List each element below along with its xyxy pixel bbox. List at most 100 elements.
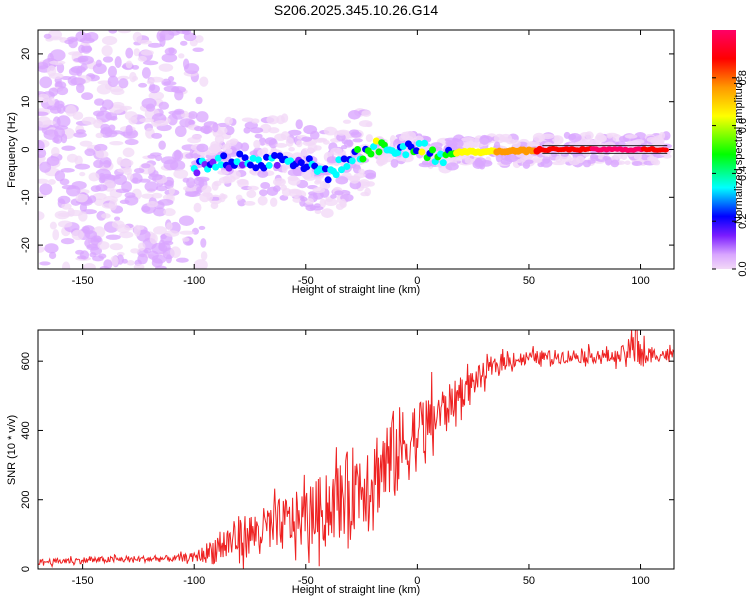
spectrogram-cell (300, 196, 308, 202)
spectrogram-cell (126, 172, 133, 181)
spectrogram-cell (243, 127, 251, 134)
spectrogram-cell (88, 172, 100, 182)
spectrogram-cell (352, 138, 363, 143)
spectrogram-cell (280, 131, 290, 141)
spectrogram-ridge-cell (335, 156, 343, 164)
spectrogram-ridge-cell (311, 162, 319, 170)
spectrogram-cell (153, 207, 167, 217)
spectrogram-cell (323, 126, 338, 136)
spectrogram-cell (39, 76, 53, 89)
spectrogram-cell (257, 170, 269, 178)
spectrogram-cell (95, 59, 102, 68)
spectrogram-cell (461, 137, 475, 142)
spectrogram-cell (500, 157, 513, 165)
spectrogram-cell (110, 116, 118, 121)
spectrogram-cell (43, 33, 52, 39)
spectrogram-cell (189, 39, 198, 47)
spectrogram-cell (479, 134, 490, 145)
spectrogram-cell (555, 155, 563, 163)
spectrogram-cell (384, 152, 393, 158)
spectrogram-cell (196, 186, 203, 192)
spectrogram-cell (138, 39, 152, 45)
spectrogram-cell (144, 181, 159, 192)
spectrogram-cell (269, 197, 278, 207)
spectrogram-cell (78, 211, 88, 222)
spectrogram-cell (224, 116, 233, 126)
spectrogram-ridge-cell (418, 148, 426, 156)
spectrogram-cell (39, 183, 53, 196)
spectrogram-cell (270, 146, 277, 154)
snr-x-axis: -150 -100 -50 0 50 100 (72, 330, 650, 587)
spectrogram-ridge-cell (271, 151, 279, 159)
spectrogram-cell (295, 119, 303, 130)
spectrogram-cell (68, 67, 81, 76)
spectrogram-cell (81, 92, 94, 100)
spectrogram-cell (145, 103, 156, 112)
spectrogram-cell (296, 140, 303, 148)
spectrogram-cell (365, 121, 373, 128)
spectrogram-cell (346, 139, 353, 147)
chart-title: S206.2025.345.10.26.G14 (274, 2, 438, 18)
snr-series-line (38, 330, 674, 569)
spectrogram-ridge-cell (375, 148, 383, 156)
spectrogram-cell (161, 78, 171, 87)
spectrogram-cell (107, 75, 119, 87)
spectrogram-cell (259, 189, 268, 197)
spectrogram-cell (54, 100, 65, 109)
spectrogram-cell (101, 35, 118, 46)
spectrogram-cell (70, 77, 86, 86)
spectrogram-cell (118, 78, 129, 89)
spectrogram-cell (260, 181, 271, 189)
spectrogram-cell (366, 181, 375, 187)
spectrogram-cell (251, 118, 260, 124)
spectrogram-cell (38, 148, 47, 159)
spectrogram-cell (312, 186, 326, 194)
spectrogram-cell (61, 145, 76, 151)
spectrogram-image (38, 30, 672, 269)
spectrogram-ridge-cell (421, 139, 429, 147)
spectrogram-y-tick-label: 20 (20, 48, 32, 60)
spectrogram-cell (335, 176, 349, 185)
snr-y-axis: 0 200 400 600 (20, 352, 674, 572)
spectrogram-cell (160, 156, 177, 165)
spectrogram-ridge-cell (324, 176, 332, 184)
spectrogram-cell (334, 190, 344, 196)
spectrogram-ridge-cell (372, 137, 380, 145)
spectrogram-cell (39, 261, 51, 266)
spectrogram-cell (153, 226, 167, 235)
spectrogram-cell (315, 177, 322, 184)
spectrogram-cell (631, 160, 643, 166)
spectrogram-cell (97, 241, 110, 250)
spectrogram-cell (613, 151, 623, 160)
spectrogram-cell (89, 252, 97, 258)
spectrogram-cell (117, 30, 131, 34)
snr-x-tick-label: -50 (298, 575, 314, 587)
spectrogram-cell (225, 142, 232, 150)
spectrogram-cell (48, 87, 59, 97)
spectrogram-cell (141, 67, 151, 79)
spectrogram-cell (178, 53, 185, 59)
spectrogram-cell (124, 195, 139, 206)
spectrogram-ridge-cell (297, 159, 305, 167)
spectrogram-cell (551, 161, 566, 166)
spectrogram-cell (167, 113, 178, 126)
spectrogram-cell (60, 238, 75, 245)
spectrogram-cell (160, 234, 167, 240)
spectrogram-cell (168, 76, 175, 82)
spectrogram-ridge-cell (238, 161, 246, 169)
spectrogram-cell (358, 168, 365, 175)
spectrogram-cell (125, 124, 133, 136)
spectrogram-cell (74, 163, 91, 170)
spectrogram-cell (324, 198, 338, 207)
spectrogram-cell (93, 98, 105, 106)
spectrogram-ridge-cell (340, 155, 348, 163)
spectrogram-cell (83, 262, 96, 269)
spectrogram-ridge-cell (252, 164, 260, 172)
spectrogram-cell (47, 178, 56, 185)
spectrogram-cell (94, 198, 105, 206)
spectrogram-cell (191, 153, 201, 159)
spectrogram-cell (49, 60, 66, 65)
spectrogram-cell (301, 148, 310, 157)
spectrogram-cell (137, 242, 146, 251)
spectrogram-cell (181, 30, 192, 36)
